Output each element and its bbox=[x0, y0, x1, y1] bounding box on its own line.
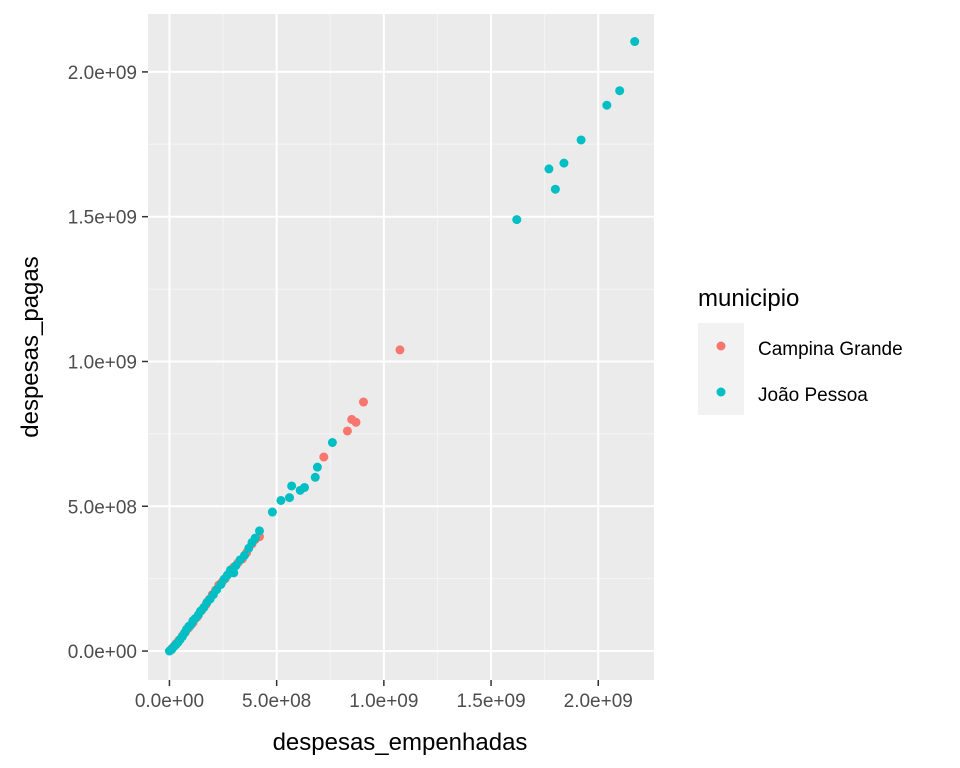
legend-key-campina-grande bbox=[716, 341, 726, 351]
y-axis-title: despesas_pagas bbox=[17, 256, 44, 437]
x-tick-label: 2.0e+09 bbox=[564, 691, 633, 712]
point-joao-pessoa bbox=[239, 550, 249, 560]
grid-minor bbox=[148, 14, 654, 680]
legend-key-background bbox=[698, 323, 744, 415]
point-campina-grande bbox=[342, 426, 352, 436]
x-tick-label: 0.0e+00 bbox=[135, 691, 204, 712]
x-tick-label: 5.0e+08 bbox=[242, 691, 311, 712]
y-tick-label: 2.0e+09 bbox=[68, 63, 137, 84]
point-joao-pessoa bbox=[327, 438, 337, 448]
point-joao-pessoa bbox=[250, 533, 260, 543]
point-joao-pessoa bbox=[512, 215, 522, 225]
y-axis: 0.0e+00 5.0e+08 1.0e+09 1.5e+09 2.0e+09 bbox=[68, 63, 148, 663]
point-joao-pessoa bbox=[559, 158, 569, 168]
point-joao-pessoa bbox=[276, 495, 286, 505]
x-axis-title: despesas_empenhadas bbox=[273, 729, 528, 756]
x-axis: 0.0e+00 5.0e+08 1.0e+09 1.5e+09 2.0e+09 bbox=[135, 680, 633, 712]
point-joao-pessoa bbox=[544, 164, 554, 174]
point-joao-pessoa bbox=[300, 482, 310, 492]
point-campina-grande bbox=[358, 397, 368, 407]
grid-major bbox=[148, 14, 654, 680]
y-tick-label: 1.0e+09 bbox=[68, 352, 137, 373]
point-campina-grande bbox=[351, 417, 361, 427]
y-tick-label: 0.0e+00 bbox=[68, 642, 137, 663]
point-joao-pessoa bbox=[550, 184, 560, 194]
point-campina-grande bbox=[395, 345, 405, 355]
x-tick-label: 1.0e+09 bbox=[349, 691, 418, 712]
point-joao-pessoa bbox=[630, 37, 640, 47]
point-joao-pessoa bbox=[576, 135, 586, 145]
point-joao-pessoa bbox=[267, 507, 277, 517]
y-tick-label: 1.5e+09 bbox=[68, 208, 137, 229]
x-tick-label: 1.5e+09 bbox=[456, 691, 525, 712]
legend-key-joao-pessoa bbox=[716, 387, 726, 397]
point-joao-pessoa bbox=[229, 568, 239, 578]
legend-title: municipio bbox=[698, 285, 799, 312]
legend-label-campina-grande: Campina Grande bbox=[758, 339, 903, 360]
point-joao-pessoa bbox=[254, 526, 264, 536]
legend: municipio Campina Grande João Pessoa bbox=[698, 285, 903, 415]
y-tick-label: 5.0e+08 bbox=[68, 497, 137, 518]
point-campina-grande bbox=[319, 452, 329, 462]
point-joao-pessoa bbox=[287, 481, 297, 491]
point-joao-pessoa bbox=[615, 86, 625, 96]
point-joao-pessoa bbox=[310, 472, 320, 482]
legend-label-joao-pessoa: João Pessoa bbox=[758, 385, 868, 406]
point-joao-pessoa bbox=[312, 462, 322, 472]
data-points bbox=[164, 37, 640, 656]
point-joao-pessoa bbox=[602, 100, 612, 110]
point-joao-pessoa bbox=[285, 493, 295, 503]
